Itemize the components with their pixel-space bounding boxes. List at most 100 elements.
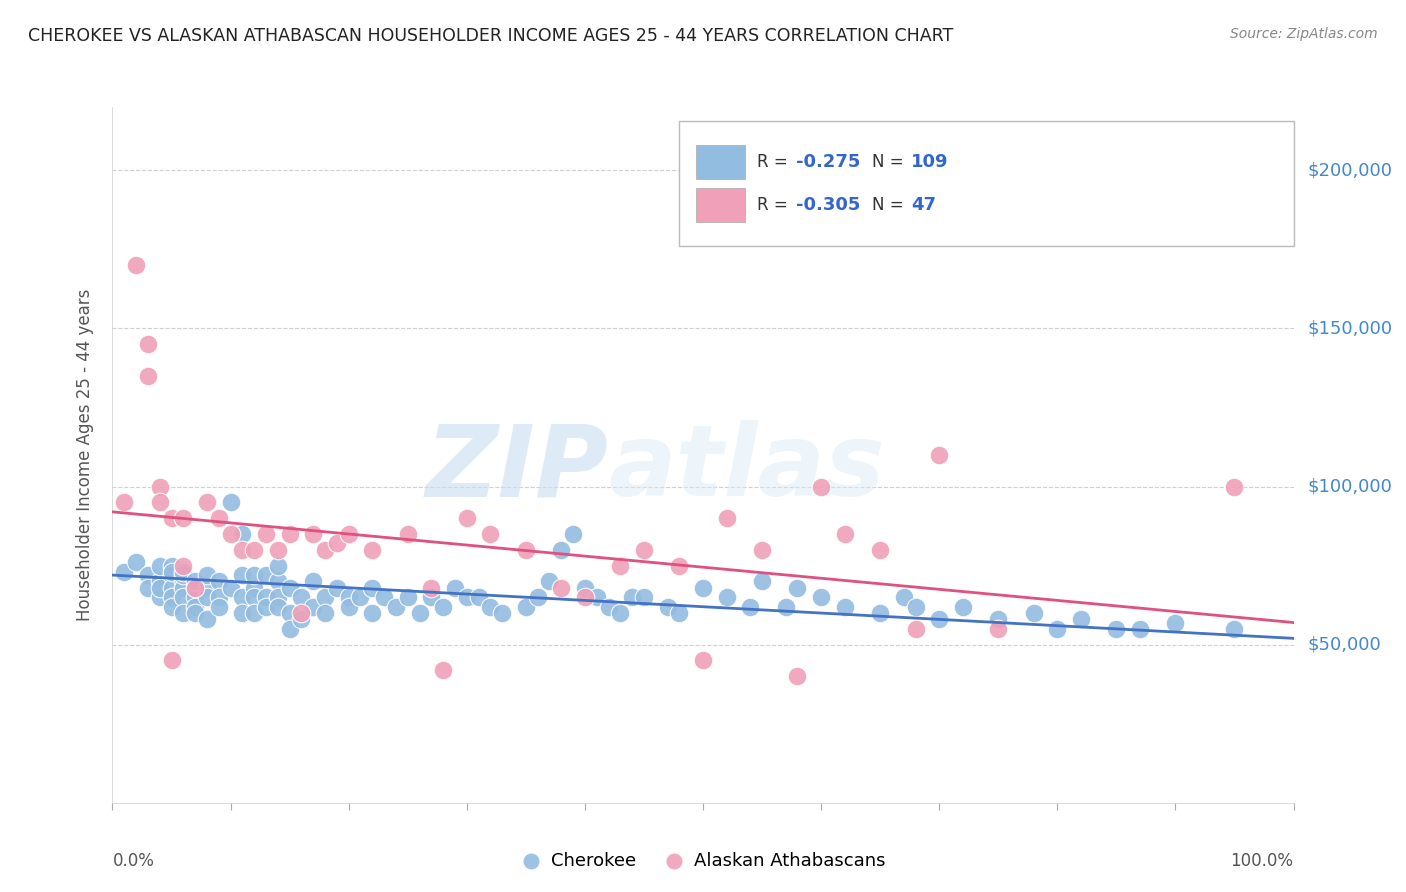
- Point: [751, 542, 773, 557]
- Point: [231, 542, 253, 557]
- Point: [491, 606, 513, 620]
- Point: [326, 581, 349, 595]
- Point: [538, 574, 561, 589]
- Point: [420, 591, 443, 605]
- Point: [112, 565, 135, 579]
- Point: [716, 591, 738, 605]
- Point: [609, 558, 631, 573]
- Point: [692, 653, 714, 667]
- Point: [751, 574, 773, 589]
- Point: [195, 591, 218, 605]
- Point: [716, 511, 738, 525]
- Point: [290, 591, 312, 605]
- Point: [290, 612, 312, 626]
- Point: [574, 581, 596, 595]
- Point: [149, 558, 172, 573]
- Point: [740, 599, 762, 614]
- Point: [314, 542, 336, 557]
- Point: [149, 581, 172, 595]
- Point: [243, 568, 266, 582]
- Point: [231, 591, 253, 605]
- Point: [254, 599, 277, 614]
- Text: R =: R =: [756, 153, 793, 171]
- Point: [160, 581, 183, 595]
- Point: [172, 511, 194, 525]
- Point: [432, 599, 454, 614]
- Point: [337, 599, 360, 614]
- Point: [385, 599, 408, 614]
- Point: [834, 599, 856, 614]
- Point: [1046, 622, 1069, 636]
- Point: [314, 591, 336, 605]
- Point: [160, 653, 183, 667]
- Point: [172, 591, 194, 605]
- Point: [195, 495, 218, 509]
- Text: N =: N =: [872, 153, 908, 171]
- Point: [208, 599, 231, 614]
- Point: [267, 574, 290, 589]
- Point: [172, 568, 194, 582]
- Point: [267, 558, 290, 573]
- Point: [172, 565, 194, 579]
- Point: [231, 527, 253, 541]
- Point: [775, 599, 797, 614]
- Point: [479, 599, 502, 614]
- Point: [692, 581, 714, 595]
- Point: [633, 542, 655, 557]
- Point: [112, 495, 135, 509]
- Point: [326, 536, 349, 550]
- Point: [302, 599, 325, 614]
- Point: [160, 568, 183, 582]
- Point: [254, 527, 277, 541]
- Point: [904, 599, 927, 614]
- Point: [231, 606, 253, 620]
- Text: -0.305: -0.305: [796, 196, 860, 214]
- Point: [136, 368, 159, 383]
- Point: [184, 581, 207, 595]
- Point: [160, 591, 183, 605]
- Text: atlas: atlas: [609, 420, 884, 517]
- Point: [420, 581, 443, 595]
- Point: [267, 542, 290, 557]
- Point: [136, 581, 159, 595]
- Point: [160, 558, 183, 573]
- Point: [278, 581, 301, 595]
- Point: [515, 542, 537, 557]
- Point: [598, 599, 620, 614]
- Point: [184, 606, 207, 620]
- Point: [195, 612, 218, 626]
- Point: [456, 591, 478, 605]
- Point: [243, 591, 266, 605]
- Point: [254, 568, 277, 582]
- Point: [361, 581, 384, 595]
- Point: [243, 581, 266, 595]
- Point: [869, 606, 891, 620]
- Text: 0.0%: 0.0%: [112, 852, 155, 870]
- Point: [1223, 479, 1246, 493]
- Point: [585, 591, 607, 605]
- Point: [160, 565, 183, 579]
- Point: [786, 669, 808, 683]
- Point: [361, 606, 384, 620]
- Point: [136, 568, 159, 582]
- Point: [1223, 622, 1246, 636]
- Point: [928, 448, 950, 462]
- Point: [278, 527, 301, 541]
- Point: [160, 599, 183, 614]
- Point: [184, 574, 207, 589]
- Point: [267, 591, 290, 605]
- Point: [621, 591, 644, 605]
- Text: R =: R =: [756, 196, 793, 214]
- Point: [149, 479, 172, 493]
- Point: [184, 591, 207, 605]
- Point: [668, 606, 690, 620]
- Text: $100,000: $100,000: [1308, 477, 1392, 496]
- Point: [396, 591, 419, 605]
- Point: [1022, 606, 1045, 620]
- Point: [278, 622, 301, 636]
- Y-axis label: Householder Income Ages 25 - 44 years: Householder Income Ages 25 - 44 years: [76, 289, 94, 621]
- Point: [136, 337, 159, 351]
- Point: [208, 591, 231, 605]
- Legend: Cherokee, Alaskan Athabascans: Cherokee, Alaskan Athabascans: [513, 845, 893, 877]
- Point: [609, 606, 631, 620]
